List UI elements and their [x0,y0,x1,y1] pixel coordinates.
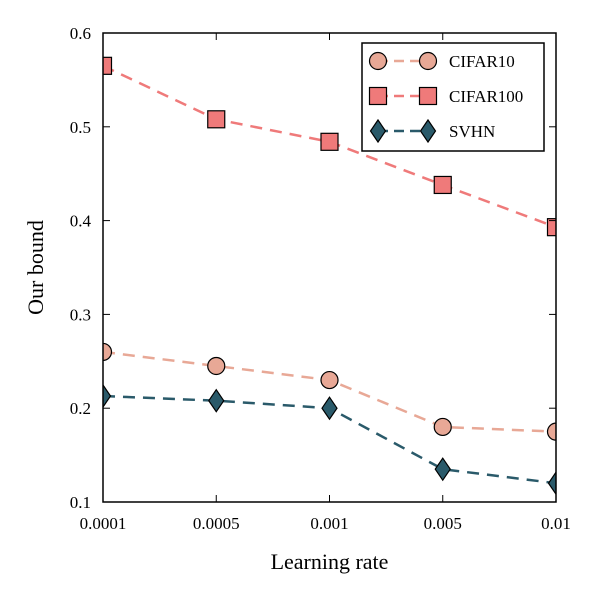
y-tick-label: 0.4 [70,212,92,231]
data-point-svhn [547,471,556,496]
y-tick-label: 0.2 [70,399,91,418]
data-point-cifar10 [546,422,556,441]
legend-marker [418,86,438,106]
legend-label: CIFAR100 [449,87,523,106]
legend-marker [419,118,437,144]
legend-label: SVHN [449,122,495,141]
x-tick-label: 0.005 [424,514,462,533]
data-point-svhn [434,457,451,482]
plot-area [103,56,556,496]
legend-marker [368,51,388,71]
plot-frame [102,32,557,503]
y-tick-label: 0.5 [70,118,91,137]
data-point-svhn [208,388,225,413]
y-axis-title: Our bound [23,220,48,315]
x-tick-label: 0.0001 [80,514,127,533]
legend-box [361,42,545,152]
series-group [103,56,556,496]
data-point-svhn [103,383,112,409]
x-tick-label: 0.0005 [193,514,240,533]
data-point-cifar10 [207,356,226,376]
y-tick-label: 0.1 [70,493,91,512]
legend: CIFAR10 CIFAR100 SVHN [361,42,545,152]
data-point-svhn [321,396,338,421]
y-tick-label: 0.3 [70,305,91,324]
data-point-cifar10 [433,417,452,437]
data-point-cifar100 [207,110,226,129]
axis-ticks: 0.0001 0.0005 0.001 0.005 0.01 0.1 0.2 0.3 0.4 0.… [70,24,571,533]
data-point-cifar100 [433,175,452,195]
x-axis-title: Learning rate [271,549,389,574]
y-tick-label: 0.6 [70,24,91,43]
legend-marker [418,51,438,71]
data-point-cifar100 [103,56,113,75]
x-tick-label: 0.01 [541,514,571,533]
data-point-cifar100 [320,132,339,151]
x-tick-label: 0.001 [310,514,348,533]
legend-marker [369,118,387,144]
data-point-cifar10 [320,370,339,390]
data-point-cifar10 [103,342,113,362]
legend-marker [368,86,388,106]
data-point-cifar100 [546,218,556,237]
legend-label: CIFAR10 [449,52,515,71]
